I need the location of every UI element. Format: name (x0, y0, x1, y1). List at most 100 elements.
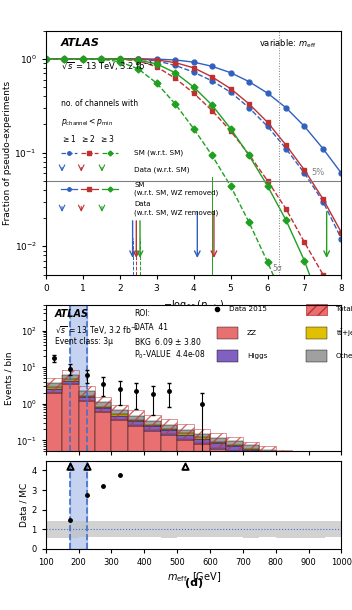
Bar (276, 450, 292, 464)
Bar (112, 420, 128, 610)
Bar (194, 444, 210, 610)
Bar (194, 439, 210, 444)
Text: Event class: 3μ: Event class: 3μ (55, 337, 113, 346)
Bar (276, 458, 292, 462)
Text: Data 2015: Data 2015 (229, 306, 267, 312)
Bar (161, 425, 177, 429)
Bar (325, 465, 341, 479)
Text: P$_0$-VALUE  4.4e-08: P$_0$-VALUE 4.4e-08 (134, 349, 206, 361)
Bar (46, 384, 62, 387)
Bar (161, 521, 177, 537)
Y-axis label: Events / bin: Events / bin (4, 351, 13, 405)
Bar (325, 522, 341, 537)
Bar (78, 386, 95, 400)
Text: SM
(w.r.t. SM, WZ removed): SM (w.r.t. SM, WZ removed) (134, 182, 219, 196)
Bar (259, 522, 276, 537)
Bar (243, 442, 259, 456)
Bar (309, 470, 325, 610)
Bar (194, 522, 210, 537)
Bar (144, 415, 161, 429)
Bar (226, 451, 243, 610)
Bar (226, 445, 243, 446)
Bar (78, 392, 95, 395)
Bar (78, 395, 95, 397)
Bar (128, 416, 144, 420)
Bar (46, 393, 62, 610)
Bar (292, 521, 309, 538)
Bar (144, 431, 161, 610)
Bar (210, 443, 226, 448)
Bar (128, 420, 144, 422)
Bar (292, 462, 309, 466)
Bar (46, 521, 62, 537)
Text: (d): (d) (184, 578, 203, 588)
Text: SM (w.r.t. SM): SM (w.r.t. SM) (134, 149, 184, 156)
Bar (226, 441, 243, 445)
Bar (177, 434, 194, 435)
Bar (259, 446, 276, 459)
Bar (309, 462, 325, 465)
Bar (46, 378, 62, 392)
Text: (b): (b) (184, 320, 203, 330)
Bar (194, 434, 210, 437)
Bar (144, 522, 161, 537)
Text: $\sqrt{s}$ = 13 TeV, 3.2 fb$^{-1}$: $\sqrt{s}$ = 13 TeV, 3.2 fb$^{-1}$ (55, 324, 139, 337)
Bar (144, 421, 161, 425)
Bar (78, 401, 95, 610)
Bar (95, 406, 112, 408)
Bar (292, 461, 309, 462)
X-axis label: $m_{\mathrm{eff}}$  [GeV]: $m_{\mathrm{eff}}$ [GeV] (166, 570, 221, 584)
Bar (259, 453, 276, 455)
Bar (292, 455, 309, 470)
Bar (144, 426, 161, 431)
Text: 5%: 5% (312, 168, 325, 178)
Bar (112, 405, 128, 418)
Bar (276, 521, 292, 537)
Text: Total SM: Total SM (335, 306, 352, 312)
FancyBboxPatch shape (306, 327, 327, 339)
Text: Higgs: Higgs (247, 353, 267, 359)
Bar (309, 465, 325, 467)
Bar (112, 522, 128, 537)
Bar (259, 455, 276, 459)
Bar (177, 425, 194, 438)
X-axis label: $-\log_{10}(p_{\mathrm{min}})$: $-\log_{10}(p_{\mathrm{min}})$ (163, 298, 225, 312)
Bar (177, 522, 194, 537)
Bar (62, 384, 78, 610)
Bar (309, 521, 325, 537)
FancyBboxPatch shape (306, 350, 327, 362)
Y-axis label: Data / MC: Data / MC (20, 483, 29, 527)
Bar (276, 457, 292, 458)
Bar (95, 397, 112, 411)
Bar (128, 426, 144, 610)
Bar (325, 472, 341, 473)
Bar (46, 387, 62, 389)
Bar (161, 435, 177, 610)
Bar (226, 522, 243, 537)
Bar (70, 461, 87, 549)
Bar (243, 450, 259, 455)
Text: ATLAS: ATLAS (55, 309, 89, 320)
Text: Data (w.r.t. SM): Data (w.r.t. SM) (134, 167, 190, 173)
Bar (46, 389, 62, 393)
Bar (112, 417, 128, 420)
Bar (95, 412, 112, 610)
Bar (177, 430, 194, 434)
Bar (62, 379, 78, 381)
Bar (210, 433, 226, 447)
Bar (243, 455, 259, 610)
Text: t$\bar{\mathrm{t}}$+jets: t$\bar{\mathrm{t}}$+jets (335, 327, 352, 339)
Bar (62, 370, 78, 384)
Bar (177, 440, 194, 610)
Bar (194, 437, 210, 439)
Bar (62, 381, 78, 384)
Bar (78, 397, 95, 401)
Bar (70, 305, 87, 451)
Bar (95, 408, 112, 412)
Text: no. of channels with: no. of channels with (61, 99, 138, 108)
FancyBboxPatch shape (306, 304, 327, 315)
Y-axis label: Fraction of pseudo-experiments: Fraction of pseudo-experiments (2, 81, 12, 224)
Bar (210, 522, 226, 537)
Bar (112, 414, 128, 417)
Bar (128, 411, 144, 424)
